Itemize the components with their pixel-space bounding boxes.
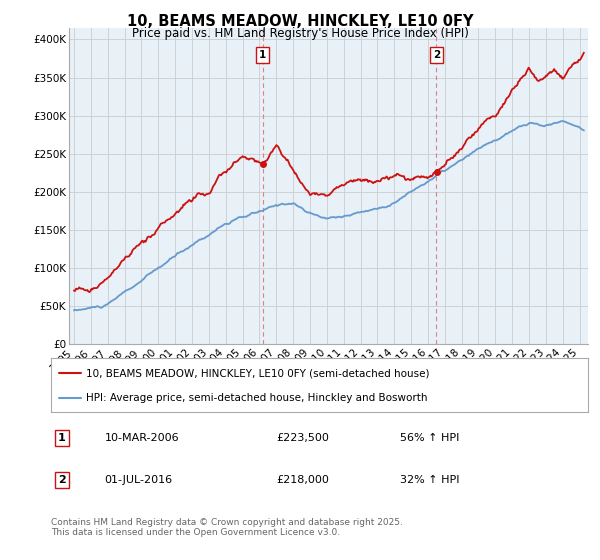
Text: Contains HM Land Registry data © Crown copyright and database right 2025.
This d: Contains HM Land Registry data © Crown c… xyxy=(51,518,403,538)
Text: 1: 1 xyxy=(58,433,65,443)
Text: 01-JUL-2016: 01-JUL-2016 xyxy=(105,475,173,485)
Text: £223,500: £223,500 xyxy=(277,433,329,443)
Text: 2: 2 xyxy=(58,475,65,485)
Text: HPI: Average price, semi-detached house, Hinckley and Bosworth: HPI: Average price, semi-detached house,… xyxy=(86,393,427,403)
Text: 1: 1 xyxy=(259,50,266,60)
Text: 10, BEAMS MEADOW, HINCKLEY, LE10 0FY (semi-detached house): 10, BEAMS MEADOW, HINCKLEY, LE10 0FY (se… xyxy=(86,368,430,379)
Text: 2: 2 xyxy=(433,50,440,60)
Text: 10-MAR-2006: 10-MAR-2006 xyxy=(105,433,179,443)
Text: 10, BEAMS MEADOW, HINCKLEY, LE10 0FY: 10, BEAMS MEADOW, HINCKLEY, LE10 0FY xyxy=(127,14,473,29)
Text: 56% ↑ HPI: 56% ↑ HPI xyxy=(400,433,460,443)
Text: 32% ↑ HPI: 32% ↑ HPI xyxy=(400,475,460,485)
Text: £218,000: £218,000 xyxy=(277,475,329,485)
Text: Price paid vs. HM Land Registry's House Price Index (HPI): Price paid vs. HM Land Registry's House … xyxy=(131,27,469,40)
